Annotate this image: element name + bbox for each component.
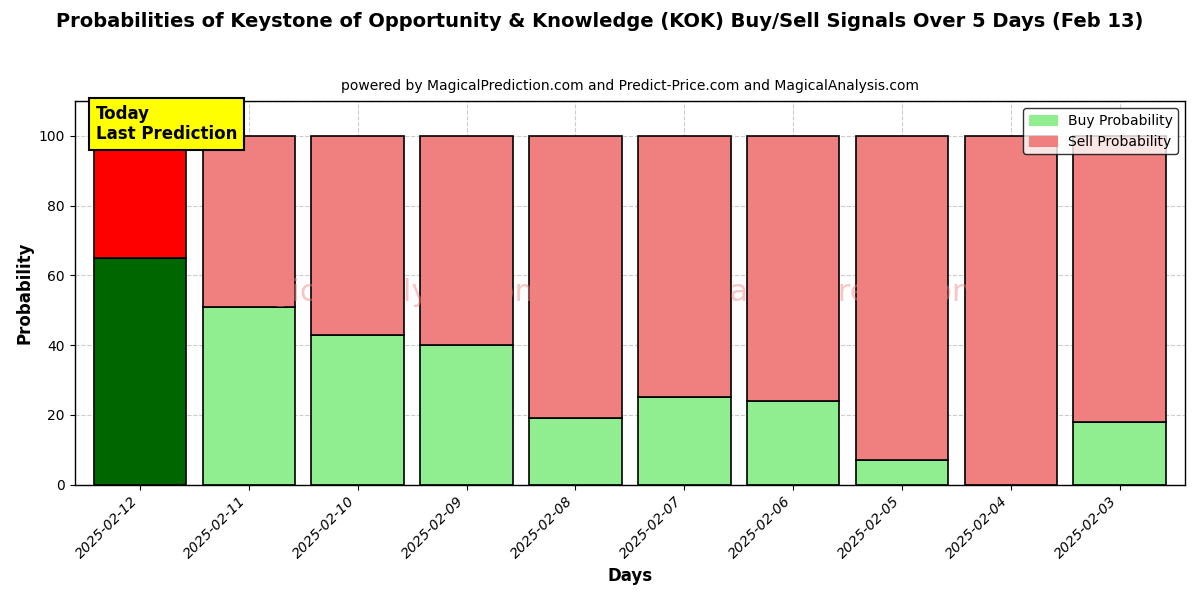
Bar xyxy=(529,136,622,418)
Bar xyxy=(312,136,404,335)
Bar xyxy=(94,136,186,258)
Text: Probabilities of Keystone of Opportunity & Knowledge (KOK) Buy/Sell Signals Over: Probabilities of Keystone of Opportunity… xyxy=(56,12,1144,31)
Legend: Buy Probability, Sell Probability: Buy Probability, Sell Probability xyxy=(1024,108,1178,154)
Text: MagicalPrediction.com: MagicalPrediction.com xyxy=(703,278,1045,307)
Bar xyxy=(856,136,948,460)
Text: MagicalAnalysis.com: MagicalAnalysis.com xyxy=(227,278,544,307)
Bar xyxy=(312,335,404,485)
Bar xyxy=(420,136,512,345)
Bar xyxy=(638,397,731,485)
X-axis label: Days: Days xyxy=(607,567,653,585)
Bar xyxy=(638,136,731,397)
Bar xyxy=(746,401,839,485)
Y-axis label: Probability: Probability xyxy=(16,242,34,344)
Bar xyxy=(856,460,948,485)
Bar xyxy=(203,136,295,307)
Bar xyxy=(1074,136,1166,422)
Bar xyxy=(529,418,622,485)
Text: Today
Last Prediction: Today Last Prediction xyxy=(96,104,238,143)
Bar xyxy=(746,136,839,401)
Title: powered by MagicalPrediction.com and Predict-Price.com and MagicalAnalysis.com: powered by MagicalPrediction.com and Pre… xyxy=(341,79,919,93)
Bar xyxy=(420,345,512,485)
Bar xyxy=(1074,422,1166,485)
Bar xyxy=(94,258,186,485)
Bar xyxy=(203,307,295,485)
Bar xyxy=(965,136,1057,485)
